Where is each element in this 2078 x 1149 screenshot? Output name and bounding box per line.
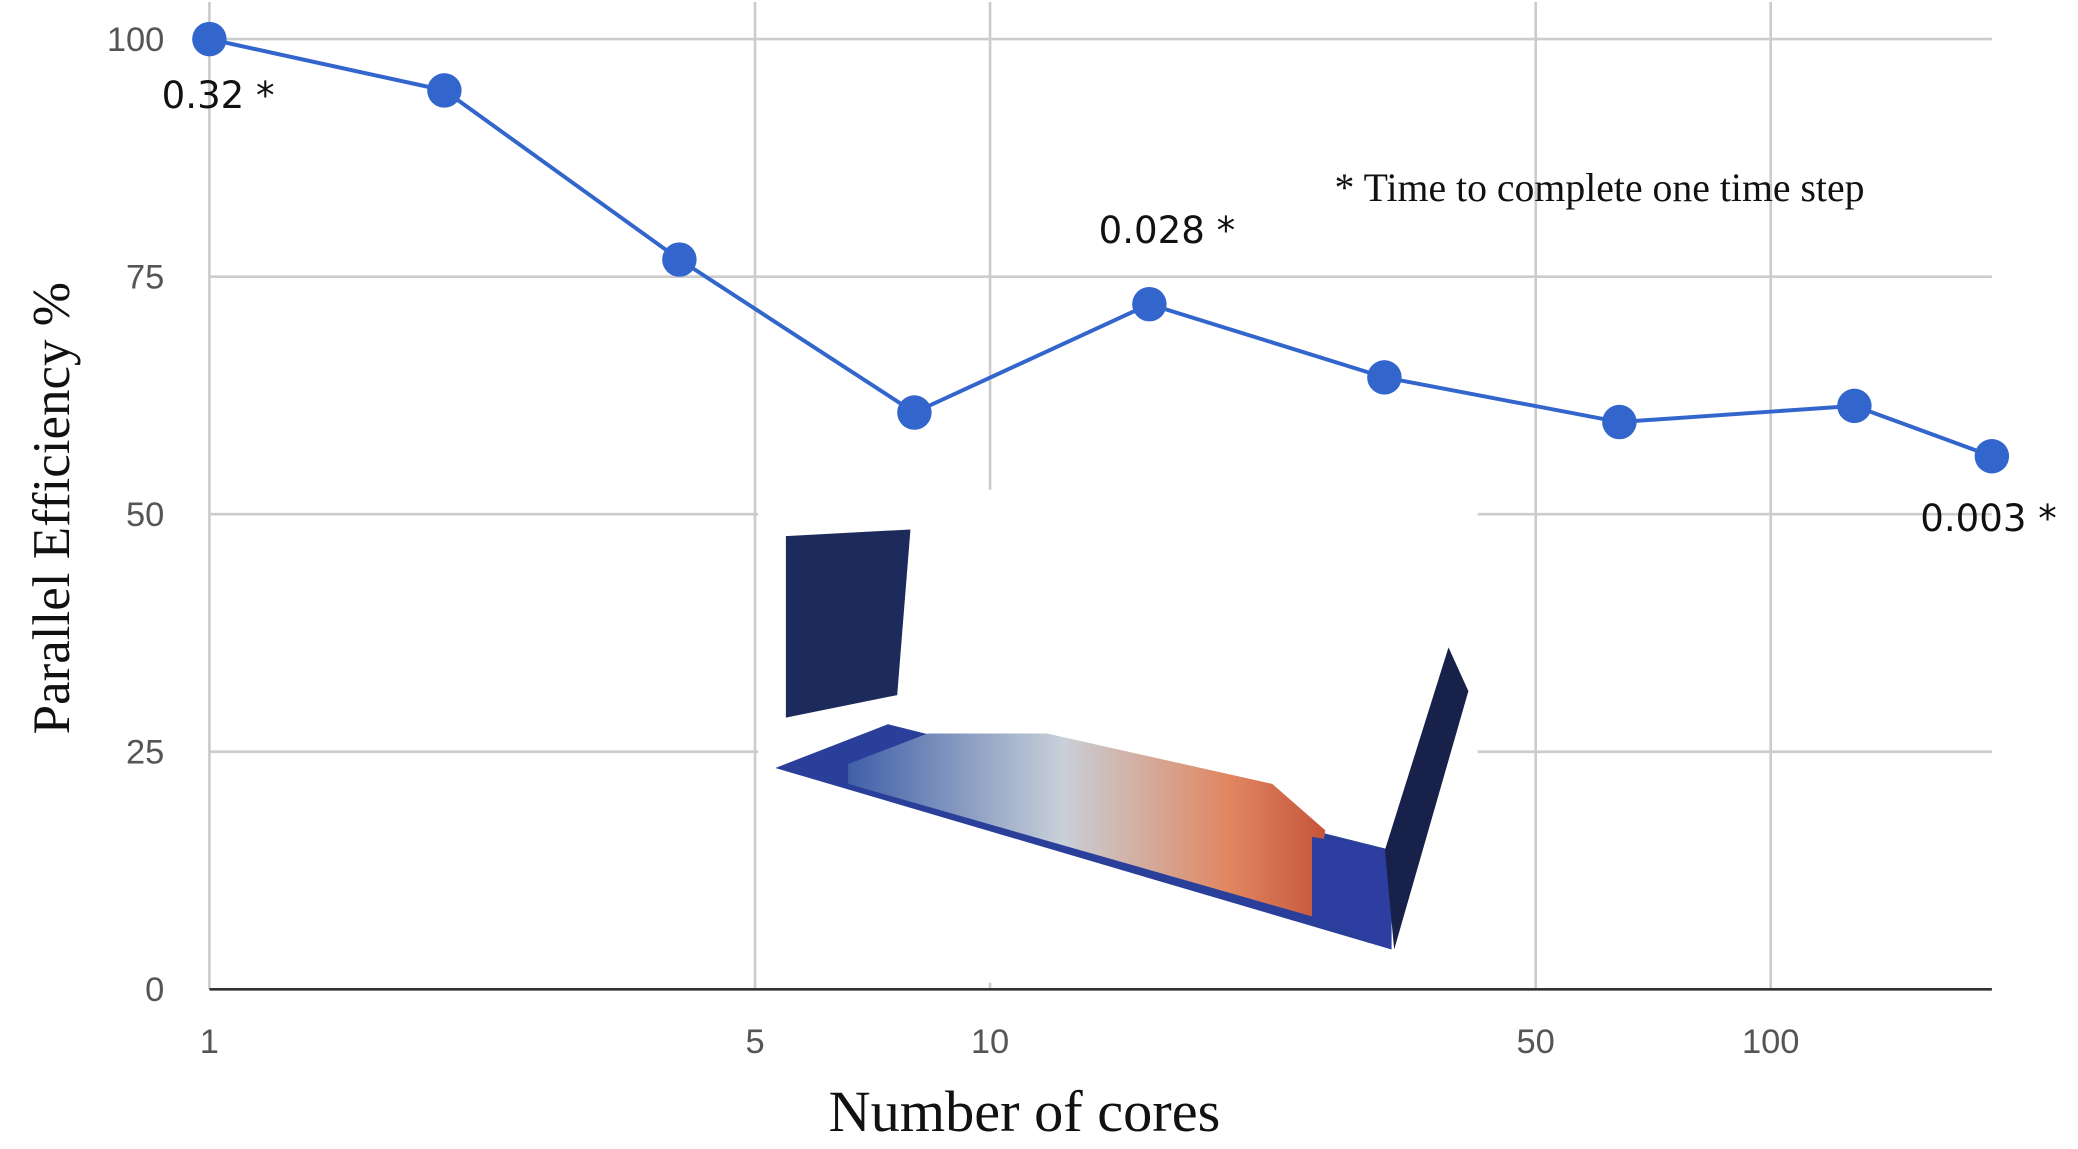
y-tick-label: 25 [126,734,164,772]
y-tick-label: 0 [145,971,164,1009]
data-point [662,242,696,276]
y-tick-label: 75 [126,259,164,297]
x-tick-label: 50 [1517,1023,1555,1061]
x-tick-label: 100 [1742,1023,1799,1061]
y-axis-title: Parallel Efficiency % [23,282,81,734]
simulation-inset [758,490,1478,983]
x-axis-title: Number of cores [829,1079,1221,1144]
data-point [1367,360,1401,394]
y-tick-label: 50 [126,496,164,534]
annotation: 0.32 * [162,74,275,117]
annotation: 0.028 * [1099,209,1236,252]
x-tick-label: 5 [745,1023,764,1061]
annotation: 0.003 * [1920,497,2057,540]
x-tick-label: 1 [200,1023,219,1061]
annotation: * Time to complete one time step [1335,166,1865,210]
x-tick-label: 10 [971,1023,1009,1061]
data-point [1837,389,1871,423]
data-point [1975,439,2009,473]
y-tick-label: 100 [107,21,164,59]
data-point [192,22,226,56]
chart: 0 25 50 75 100 1 5 10 50 100 0.32 * 0.028 * 0.003 * *… [0,0,2078,1149]
data-point [427,73,461,107]
data-point [1602,405,1636,439]
data-point [1132,287,1166,321]
data-point [897,395,931,429]
